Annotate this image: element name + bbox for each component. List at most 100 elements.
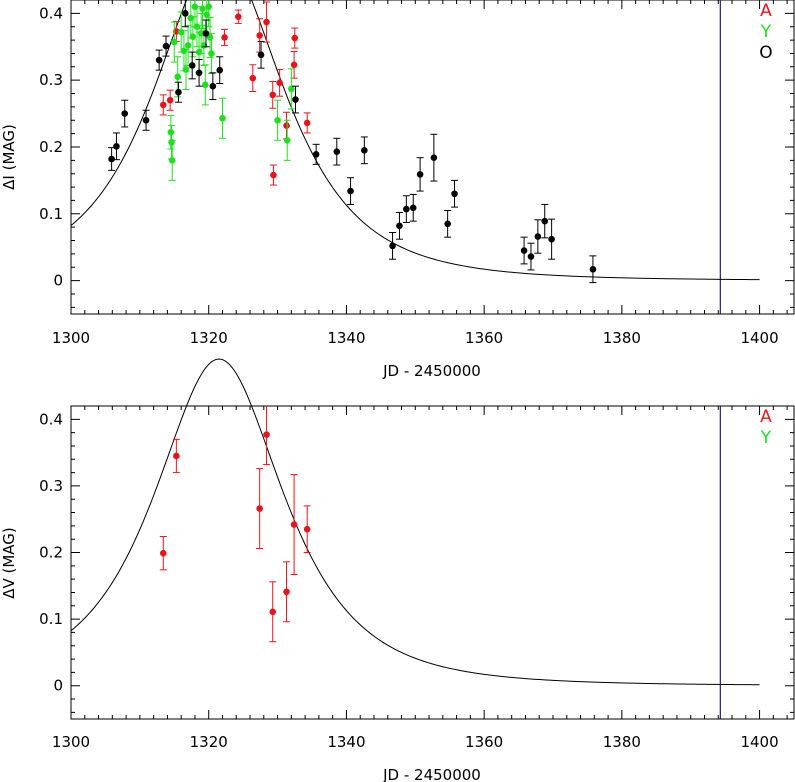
data-marker xyxy=(403,205,410,213)
top-point-Y xyxy=(193,6,201,48)
data-marker xyxy=(430,154,438,161)
data-marker xyxy=(303,525,311,533)
data-marker xyxy=(182,10,189,17)
top-panel-delta-i: 1300 1320 1340 1360 1380 1400 0 0.1 0.2 0.3 0.4 JD… xyxy=(0,0,795,380)
top-point-O xyxy=(112,132,120,161)
top-legend-Y: Y xyxy=(760,22,772,42)
top-y-axis-label: ΔI (MAG) xyxy=(0,124,18,190)
data-marker xyxy=(142,116,150,124)
bottom-y-tick-label: 0.2 xyxy=(39,544,63,562)
top-y-tick-label: 0.4 xyxy=(39,4,63,22)
top-plot-frame xyxy=(70,0,795,315)
data-marker xyxy=(290,61,298,69)
bottom-x-axis-label: JD - 2450000 xyxy=(382,766,481,782)
data-marker xyxy=(291,34,299,42)
top-point-A xyxy=(166,89,174,111)
data-marker xyxy=(193,23,201,31)
top-axis-ticks xyxy=(70,0,794,314)
top-point-O xyxy=(108,147,116,171)
bottom-x-tick-label: 1340 xyxy=(327,733,365,751)
bottom-x-tick-label: 1400 xyxy=(740,733,778,751)
bottom-model-curve-line xyxy=(70,358,760,686)
bottom-legend-A: A xyxy=(760,407,772,427)
data-marker xyxy=(333,148,341,155)
top-point-A xyxy=(269,81,277,109)
bottom-point-A xyxy=(269,581,277,643)
data-marker xyxy=(174,73,182,81)
data-marker xyxy=(159,549,167,557)
top-point-O xyxy=(409,193,417,222)
data-marker xyxy=(396,222,403,230)
data-marker xyxy=(389,242,396,250)
bottom-tick-marks xyxy=(70,405,794,719)
bottom-point-A xyxy=(283,561,291,623)
top-point-O xyxy=(520,236,528,265)
data-marker xyxy=(303,119,311,127)
top-point-Y xyxy=(218,97,226,139)
top-point-O xyxy=(312,143,320,165)
top-point-Y xyxy=(170,21,178,63)
top-x-tick-label: 1400 xyxy=(740,329,778,347)
top-point-O xyxy=(257,40,265,69)
top-point-Y xyxy=(287,68,295,110)
bottom-point-A xyxy=(159,536,167,571)
data-marker xyxy=(451,190,458,198)
top-point-A xyxy=(291,27,299,49)
top-tick-labels: 1300 1320 1340 1360 1380 1400 0 0.1 0.2 0.3 0.4 xyxy=(39,4,779,347)
data-marker xyxy=(173,452,180,460)
top-point-O xyxy=(202,19,210,48)
top-point-O xyxy=(389,231,397,260)
top-point-O xyxy=(395,211,403,240)
bottom-y-tick-label: 0 xyxy=(53,677,63,695)
top-point-O xyxy=(430,133,438,182)
data-marker xyxy=(312,151,320,158)
top-point-Y xyxy=(201,64,209,106)
top-point-O xyxy=(181,0,189,28)
bottom-x-tick-label: 1320 xyxy=(190,733,228,751)
top-point-A xyxy=(269,164,277,186)
data-marker xyxy=(235,13,242,21)
data-marker xyxy=(209,82,217,90)
data-marker xyxy=(195,69,203,77)
data-marker xyxy=(182,66,190,73)
top-point-O xyxy=(174,81,182,103)
top-point-A xyxy=(276,68,284,97)
top-point-A xyxy=(249,64,257,93)
data-marker xyxy=(283,588,290,596)
data-marker xyxy=(290,521,298,528)
top-point-Y xyxy=(283,119,291,161)
data-marker xyxy=(276,79,283,87)
data-marker xyxy=(121,110,129,117)
top-x-tick-label: 1300 xyxy=(52,329,90,347)
data-marker xyxy=(175,88,182,96)
bottom-plot-frame xyxy=(70,405,795,720)
data-marker xyxy=(188,62,196,69)
top-point-O xyxy=(155,49,163,71)
bottom-axis-ticks xyxy=(70,405,794,719)
top-point-O xyxy=(216,56,224,85)
bottom-y-tick-label: 0.4 xyxy=(39,410,63,428)
top-point-Y xyxy=(274,99,282,141)
top-point-Y xyxy=(168,139,176,181)
top-point-O xyxy=(209,72,217,101)
data-marker xyxy=(361,147,368,154)
bottom-x-tick-label: 1300 xyxy=(52,733,90,751)
top-x-tick-label: 1360 xyxy=(465,329,503,347)
top-point-Y xyxy=(207,32,215,74)
data-marker xyxy=(269,608,277,616)
data-marker xyxy=(292,96,299,103)
data-marker xyxy=(216,66,224,74)
top-point-O xyxy=(291,85,299,114)
top-point-O xyxy=(534,219,542,254)
top-point-O xyxy=(541,203,549,239)
data-marker xyxy=(527,253,535,260)
bottom-panel-delta-v: 1300 1320 1340 1360 1380 1400 0 0.1 0.2 0.3 0.4 JD… xyxy=(0,358,795,782)
data-marker xyxy=(249,74,257,82)
top-point-O xyxy=(142,109,150,131)
top-point-Y xyxy=(167,115,175,150)
bottom-x-tick-label: 1380 xyxy=(603,733,641,751)
data-marker xyxy=(269,91,277,99)
bottom-x-tick-label: 1360 xyxy=(465,733,503,751)
data-marker xyxy=(199,5,206,12)
bottom-y-tick-label: 0.3 xyxy=(39,477,63,495)
